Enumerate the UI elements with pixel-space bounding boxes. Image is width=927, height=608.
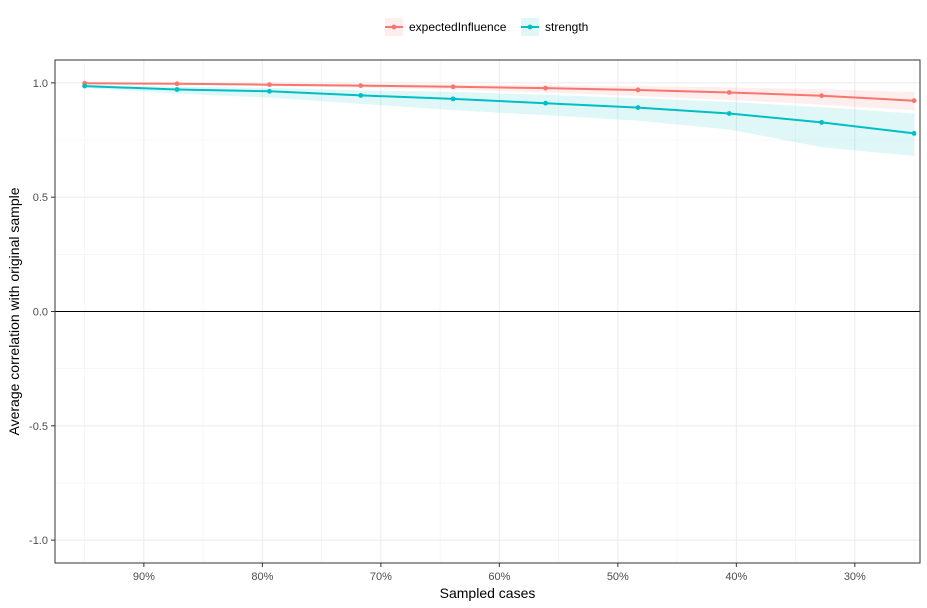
x-tick-label: 30% xyxy=(844,571,866,583)
x-tick-label: 60% xyxy=(488,571,510,583)
point-expectedInfluence xyxy=(358,83,364,89)
x-axis-title: Sampled cases xyxy=(440,585,536,601)
legend-key-point-expectedInfluence xyxy=(391,24,397,30)
x-tick-label: 80% xyxy=(251,571,273,583)
legend-label-strength: strength xyxy=(545,20,588,34)
point-strength xyxy=(543,100,548,106)
x-tick-label: 90% xyxy=(133,571,155,583)
point-expectedInfluence xyxy=(543,85,548,91)
y-tick-label: 0.5 xyxy=(33,192,48,204)
point-strength xyxy=(911,130,917,136)
x-axis: 90% 80% 70% 60% 50% 40% 30% xyxy=(133,563,866,583)
point-expectedInfluence xyxy=(267,82,272,88)
ribbon-strength xyxy=(84,84,915,156)
legend-key-point-strength xyxy=(527,24,533,30)
legend: expectedInfluence strength xyxy=(385,18,588,36)
point-strength xyxy=(82,83,88,89)
point-expectedInfluence xyxy=(450,84,456,90)
point-strength xyxy=(726,111,732,116)
y-axis-title: Average correlation with original sample xyxy=(6,187,22,435)
point-expectedInfluence xyxy=(911,98,917,104)
x-tick-label: 50% xyxy=(607,571,629,583)
point-expectedInfluence xyxy=(819,93,825,99)
confidence-ribbons xyxy=(84,83,915,156)
point-strength xyxy=(267,88,272,94)
y-axis: 1.0 0.5 0.0 -0.5 -1.0 xyxy=(29,78,55,547)
point-strength xyxy=(635,105,641,110)
y-tick-label: 0.0 xyxy=(33,307,48,319)
point-expectedInfluence xyxy=(174,81,180,87)
x-tick-label: 40% xyxy=(725,571,747,583)
line-strength xyxy=(84,85,915,135)
point-strength xyxy=(450,96,456,102)
series-lines xyxy=(84,82,915,135)
point-strength xyxy=(174,87,180,92)
line-expectedInfluence xyxy=(84,82,915,102)
y-tick-label: 1.0 xyxy=(33,78,48,90)
series-points xyxy=(82,80,917,136)
point-strength xyxy=(819,120,825,125)
y-tick-label: -0.5 xyxy=(29,421,48,433)
legend-label-expectedInfluence: expectedInfluence xyxy=(409,20,507,34)
x-tick-label: 70% xyxy=(370,571,392,583)
ribbon-expectedInfluence xyxy=(84,83,915,111)
y-tick-label: -1.0 xyxy=(29,535,48,547)
point-strength xyxy=(358,93,364,98)
point-expectedInfluence xyxy=(726,90,732,95)
point-expectedInfluence xyxy=(635,87,641,93)
